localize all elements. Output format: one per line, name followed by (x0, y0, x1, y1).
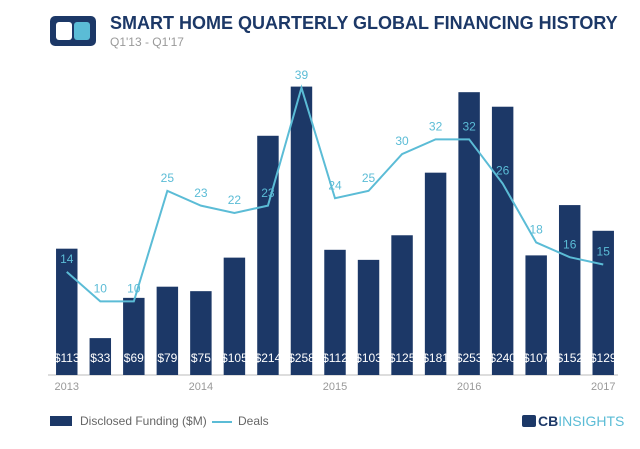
bar (491, 106, 514, 375)
bar-value-label: $79 (157, 351, 177, 365)
chart-subtitle: Q1'13 - Q1'17 (110, 35, 184, 49)
bar-value-label: $107 (523, 351, 550, 365)
bar (290, 86, 313, 375)
bar-value-label: $113 (54, 351, 80, 365)
logo-text: CBINSIGHTS (538, 413, 624, 429)
bar (592, 230, 614, 375)
bar (123, 297, 145, 375)
legend-label: Disclosed Funding ($M) (80, 414, 207, 428)
line-value-label: 14 (60, 252, 74, 266)
line-value-label: 23 (194, 186, 208, 200)
bar (458, 92, 480, 376)
bar-value-label: $125 (389, 351, 416, 365)
line-value-label: 25 (161, 171, 175, 185)
bar-value-label: $258 (288, 351, 315, 365)
brand-icon (50, 16, 96, 46)
bar-value-label: $75 (191, 351, 211, 365)
legend-swatch (50, 416, 72, 426)
bar (257, 135, 279, 375)
bar-value-label: $181 (422, 351, 449, 365)
line-value-label: 22 (228, 193, 242, 207)
bar-value-label: $69 (124, 351, 144, 365)
bar-value-label: $105 (221, 351, 248, 365)
legend: Disclosed Funding ($M) Deals (50, 414, 269, 428)
bar (223, 257, 246, 375)
bar-value-label: $253 (456, 351, 483, 365)
legend-label: Deals (238, 414, 269, 428)
line-value-label: 25 (362, 171, 376, 185)
bar (525, 255, 547, 375)
bar (190, 291, 212, 375)
bar (357, 259, 380, 375)
cb-logo: CBINSIGHTS (522, 413, 624, 429)
bar-value-label: $214 (255, 351, 282, 365)
bar-value-label: $112 (322, 351, 348, 365)
bar (424, 172, 447, 375)
bar (89, 338, 112, 375)
x-tick-label: 2016 (457, 381, 481, 393)
chart-title: SMART HOME QUARTERLY GLOBAL FINANCING HI… (110, 13, 618, 33)
bar-value-label: $33 (90, 351, 110, 365)
logo-cb: CB (538, 413, 558, 429)
line-value-label: 10 (94, 282, 108, 296)
line-value-label: 16 (563, 237, 577, 251)
line-value-label: 10 (127, 282, 141, 296)
bar-value-label: $152 (556, 351, 583, 365)
x-tick-label: 2013 (55, 381, 79, 393)
bar (156, 286, 179, 375)
bar (324, 249, 346, 375)
bar-value-label: $103 (355, 351, 382, 365)
x-tick-label: 2017 (591, 381, 615, 393)
bar-value-label: $129 (590, 351, 617, 365)
line-value-label: 26 (496, 164, 510, 178)
bar-value-label: $240 (489, 351, 516, 365)
line-value-label: 32 (429, 120, 443, 134)
x-tick-label: 2014 (189, 381, 213, 393)
bar (391, 235, 413, 375)
x-tick-label: 2015 (323, 381, 347, 393)
line-value-label: 32 (462, 120, 476, 134)
line-value-label: 39 (295, 68, 309, 82)
line-value-label: 15 (597, 245, 611, 259)
logo-insights: INSIGHTS (558, 413, 624, 429)
line-value-label: 18 (529, 223, 543, 237)
bar (56, 248, 78, 375)
deals-line (66, 84, 604, 303)
line-value-label: 24 (328, 178, 342, 192)
bar (558, 205, 581, 375)
line-value-label: 23 (261, 186, 275, 200)
line-value-label: 30 (395, 134, 409, 148)
